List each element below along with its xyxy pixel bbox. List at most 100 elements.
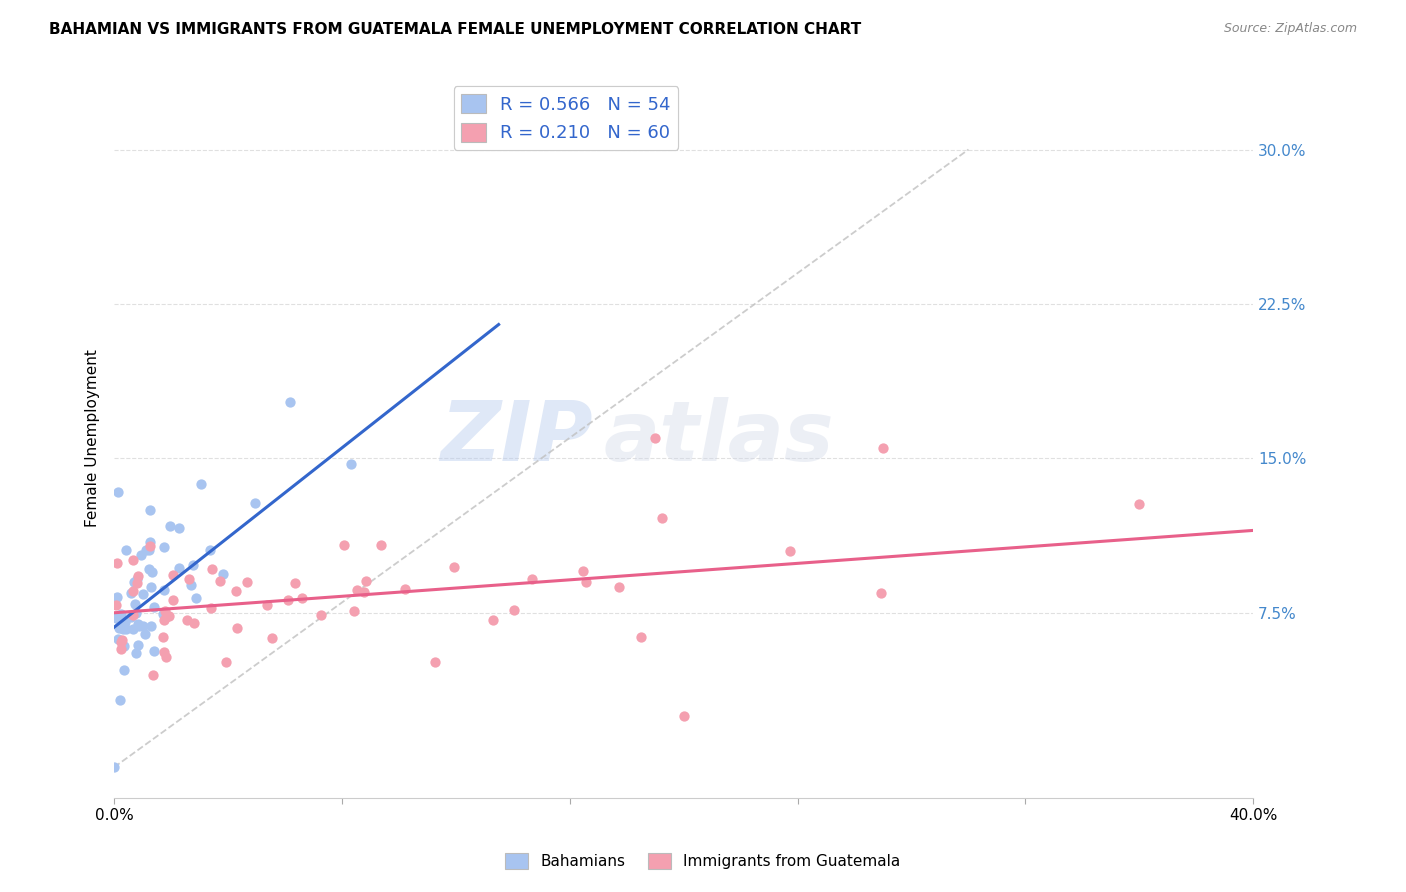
Point: [443, 560, 465, 574]
Point: [423, 656, 446, 670]
Point: [162, 593, 184, 607]
Point: [872, 441, 894, 455]
Point: [127, 572, 149, 586]
Point: [139, 619, 162, 633]
Text: BAHAMIAN VS IMMIGRANTS FROM GUATEMALA FEMALE UNEMPLOYMENT CORRELATION CHART: BAHAMIAN VS IMMIGRANTS FROM GUATEMALA FE…: [49, 22, 862, 37]
Point: [152, 607, 174, 621]
Point: [122, 553, 145, 567]
Point: [111, 622, 134, 636]
Point: [277, 593, 299, 607]
Point: [520, 572, 543, 586]
Point: [226, 621, 249, 635]
Point: [481, 613, 503, 627]
Point: [353, 585, 375, 599]
Point: [139, 580, 162, 594]
Point: [112, 639, 135, 653]
Point: [152, 613, 174, 627]
Point: [152, 583, 174, 598]
Point: [245, 496, 267, 510]
Point: [125, 606, 148, 620]
Point: [152, 540, 174, 554]
Point: [105, 611, 128, 625]
Point: [651, 511, 673, 525]
Point: [135, 543, 157, 558]
Point: [107, 621, 129, 635]
Point: [309, 607, 332, 622]
Point: [607, 580, 630, 594]
Point: [208, 574, 231, 589]
Point: [139, 503, 162, 517]
Point: [105, 591, 128, 605]
Point: [184, 591, 207, 606]
Point: [201, 562, 224, 576]
Point: [870, 586, 893, 600]
Point: [394, 582, 416, 597]
Point: [370, 538, 392, 552]
Point: [127, 616, 149, 631]
Point: [107, 485, 129, 500]
Point: [278, 395, 301, 409]
Point: [198, 543, 221, 558]
Point: [114, 543, 136, 558]
Point: [105, 556, 128, 570]
Point: [779, 544, 801, 558]
Point: [630, 630, 652, 644]
Point: [115, 622, 138, 636]
Point: [132, 619, 155, 633]
Point: [215, 655, 238, 669]
Point: [177, 572, 200, 586]
Point: [575, 574, 598, 589]
Point: [110, 641, 132, 656]
Point: [190, 477, 212, 491]
Point: [1128, 497, 1150, 511]
Point: [354, 574, 377, 588]
Point: [122, 575, 145, 590]
Legend: Bahamians, Immigrants from Guatemala: Bahamians, Immigrants from Guatemala: [499, 847, 907, 875]
Point: [138, 542, 160, 557]
Point: [131, 587, 153, 601]
Point: [155, 604, 177, 618]
Point: [235, 574, 257, 589]
Point: [503, 603, 526, 617]
Text: atlas: atlas: [605, 397, 835, 478]
Point: [225, 583, 247, 598]
Point: [111, 632, 134, 647]
Point: [183, 616, 205, 631]
Point: [122, 583, 145, 598]
Point: [120, 586, 142, 600]
Point: [180, 578, 202, 592]
Point: [200, 601, 222, 615]
Point: [138, 562, 160, 576]
Point: [114, 615, 136, 630]
Point: [211, 566, 233, 581]
Point: [128, 618, 150, 632]
Point: [339, 458, 361, 472]
Point: [153, 645, 176, 659]
Point: [105, 599, 128, 613]
Point: [141, 565, 163, 579]
Legend: R = 0.566   N = 54, R = 0.210   N = 60: R = 0.566 N = 54, R = 0.210 N = 60: [454, 87, 678, 150]
Point: [162, 568, 184, 582]
Point: [572, 564, 595, 578]
Text: ZIP: ZIP: [440, 397, 592, 478]
Point: [124, 598, 146, 612]
Point: [107, 632, 129, 647]
Point: [672, 708, 695, 723]
Point: [155, 610, 177, 624]
Point: [127, 638, 149, 652]
Point: [125, 646, 148, 660]
Point: [332, 538, 354, 552]
Point: [291, 591, 314, 606]
Point: [346, 583, 368, 598]
Text: Source: ZipAtlas.com: Source: ZipAtlas.com: [1223, 22, 1357, 36]
Point: [139, 539, 162, 553]
Point: [142, 644, 165, 658]
Point: [159, 519, 181, 533]
Point: [262, 632, 284, 646]
Point: [155, 650, 177, 665]
Point: [127, 568, 149, 582]
Point: [181, 558, 204, 573]
Point: [256, 598, 278, 612]
Point: [142, 600, 165, 615]
Point: [142, 667, 165, 681]
